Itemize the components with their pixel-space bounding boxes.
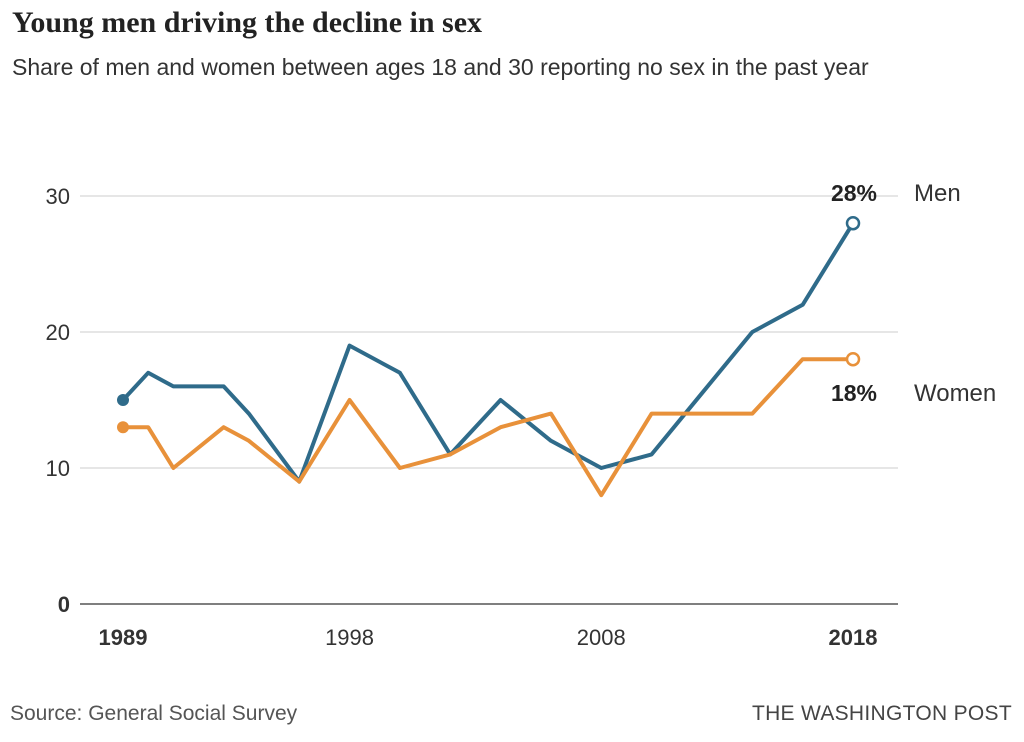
y-tick-label: 10 (46, 456, 70, 481)
chart-subtitle: Share of men and women between ages 18 a… (12, 54, 869, 80)
series-end-point (845, 215, 861, 231)
series-line-men (121, 221, 855, 484)
x-tick-label: 2018 (829, 625, 878, 650)
y-axis-ticks: 0 10 20 30 (46, 184, 70, 617)
y-tick-label: 20 (46, 320, 70, 345)
series-name-label: Men (914, 180, 961, 207)
x-tick-label: 1989 (99, 625, 148, 650)
series-start-point (117, 421, 129, 434)
chart-title: Young men driving the decline in sex (12, 6, 483, 39)
series-lines (117, 215, 861, 498)
series-end-value-label: 28% (831, 180, 877, 206)
series-name-label: Women (914, 380, 996, 407)
series-line-women (121, 357, 855, 498)
source-note: Source: General Social Survey (10, 702, 298, 725)
x-tick-label: 2008 (577, 625, 626, 650)
x-axis-ticks: 1989 1998 2008 2018 (99, 625, 878, 650)
series-end-value-label: 18% (831, 380, 877, 406)
series-start-point (117, 394, 129, 406)
series-end-point (845, 351, 861, 367)
y-tick-label: 0 (58, 592, 70, 617)
x-tick-label: 1998 (325, 625, 374, 650)
series-labels: 28% Men 18% Women (831, 180, 996, 407)
publisher-credit: THE WASHINGTON POST (751, 702, 1012, 725)
gridlines (80, 195, 898, 605)
y-tick-label: 30 (46, 184, 70, 209)
